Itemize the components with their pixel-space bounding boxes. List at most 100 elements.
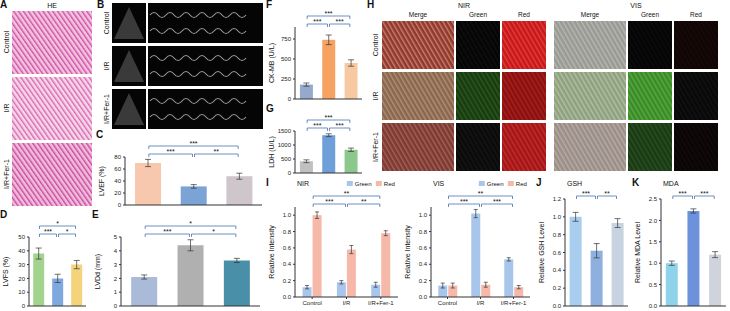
svg-text:0.8: 0.8	[419, 229, 428, 235]
svg-text:**: **	[361, 198, 367, 205]
svg-text:B: B	[97, 0, 104, 10]
svg-text:LVDd (mm): LVDd (mm)	[94, 254, 102, 289]
svg-text:G: G	[266, 103, 274, 114]
svg-text:I/R: I/R	[3, 104, 10, 113]
svg-text:I/R: I/R	[343, 300, 351, 306]
svg-text:2.5: 2.5	[649, 196, 658, 202]
svg-text:LDH (U/L): LDH (U/L)	[268, 136, 276, 168]
svg-text:0.4: 0.4	[553, 267, 562, 273]
svg-text:Green: Green	[469, 11, 487, 18]
svg-text:I/R+Fer-1: I/R+Fer-1	[3, 159, 10, 189]
svg-text:Control: Control	[103, 11, 110, 34]
svg-text:80: 80	[114, 154, 121, 160]
svg-text:H: H	[367, 0, 374, 10]
svg-text:I/R: I/R	[372, 92, 379, 101]
svg-text:***: ***	[679, 190, 687, 197]
svg-text:***: ***	[700, 190, 708, 197]
svg-text:1000: 1000	[278, 142, 292, 148]
svg-text:250: 250	[281, 76, 292, 82]
svg-text:1.0: 1.0	[419, 212, 428, 218]
svg-text:0.6: 0.6	[419, 245, 428, 251]
svg-text:***: ***	[189, 140, 197, 147]
svg-text:3: 3	[114, 262, 118, 268]
svg-text:Merge: Merge	[409, 11, 428, 19]
svg-text:2.0: 2.0	[649, 218, 658, 224]
svg-text:I/R+Fer-1: I/R+Fer-1	[372, 132, 379, 162]
svg-text:C: C	[96, 129, 103, 140]
svg-text:Green: Green	[355, 181, 372, 187]
svg-text:NIR: NIR	[297, 180, 309, 187]
svg-text:***: ***	[313, 122, 321, 129]
svg-text:Red: Red	[690, 11, 702, 18]
svg-text:1.0: 1.0	[649, 260, 658, 266]
svg-text:*: *	[56, 220, 59, 227]
svg-text:F: F	[266, 0, 272, 10]
svg-text:J: J	[536, 177, 542, 188]
svg-text:0.4: 0.4	[419, 261, 428, 267]
svg-text:**: **	[604, 190, 610, 197]
svg-text:30: 30	[18, 262, 25, 268]
svg-text:2: 2	[114, 276, 118, 282]
svg-text:D: D	[0, 209, 7, 220]
svg-text:LVEF (%): LVEF (%)	[98, 166, 106, 196]
svg-text:I: I	[266, 177, 269, 188]
svg-text:Relative Intensity: Relative Intensity	[404, 225, 412, 279]
svg-text:Control: Control	[438, 300, 457, 306]
svg-text:40: 40	[114, 178, 121, 184]
svg-text:0.2: 0.2	[553, 285, 562, 291]
svg-text:20: 20	[114, 190, 121, 196]
svg-text:40: 40	[18, 248, 25, 254]
svg-text:A: A	[0, 0, 7, 10]
svg-text:K: K	[632, 177, 640, 188]
svg-text:20: 20	[18, 276, 25, 282]
svg-text:0.5: 0.5	[649, 282, 658, 288]
svg-text:***: ***	[460, 198, 468, 205]
svg-text:*: *	[189, 220, 192, 227]
svg-text:60: 60	[114, 166, 121, 172]
svg-text:E: E	[92, 209, 99, 220]
svg-text:10: 10	[18, 289, 25, 295]
svg-text:**: **	[478, 190, 484, 197]
svg-text:**: **	[344, 190, 350, 197]
svg-text:I/R+Fer-1: I/R+Fer-1	[501, 300, 527, 306]
svg-text:0.0: 0.0	[553, 303, 562, 309]
svg-text:Relative MDA Level: Relative MDA Level	[634, 222, 641, 284]
svg-text:MDA: MDA	[663, 180, 679, 187]
svg-text:**: **	[214, 148, 220, 155]
svg-text:***: ***	[493, 198, 501, 205]
svg-text:***: ***	[324, 114, 332, 121]
svg-text:HE: HE	[47, 2, 57, 9]
svg-text:***: ***	[313, 18, 321, 25]
svg-text:0.2: 0.2	[283, 278, 292, 284]
svg-text:0: 0	[118, 202, 122, 208]
svg-text:50: 50	[18, 234, 25, 240]
svg-text:*: *	[66, 228, 69, 235]
svg-text:GSH: GSH	[567, 180, 582, 187]
svg-text:***: ***	[167, 148, 175, 155]
svg-text:Red: Red	[384, 181, 395, 187]
svg-text:1.2: 1.2	[553, 196, 562, 202]
svg-text:1500: 1500	[278, 128, 292, 134]
svg-text:Merge: Merge	[581, 11, 600, 19]
svg-text:0.0: 0.0	[419, 294, 428, 300]
svg-text:1.0: 1.0	[283, 212, 292, 218]
svg-text:NIR: NIR	[458, 2, 470, 9]
svg-text:I/R+Fer-1: I/R+Fer-1	[103, 94, 110, 124]
svg-text:4: 4	[114, 248, 118, 254]
svg-text:0.6: 0.6	[283, 245, 292, 251]
svg-text:0.0: 0.0	[649, 303, 658, 309]
svg-text:0: 0	[114, 303, 118, 309]
svg-text:***: ***	[325, 198, 333, 205]
svg-text:500: 500	[281, 56, 292, 62]
svg-text:VIS: VIS	[433, 180, 445, 187]
svg-text:0.4: 0.4	[283, 261, 292, 267]
svg-text:0.0: 0.0	[283, 294, 292, 300]
svg-text:Green: Green	[487, 181, 504, 187]
svg-text:0.2: 0.2	[419, 278, 428, 284]
svg-text:0.8: 0.8	[553, 232, 562, 238]
svg-text:Red: Red	[518, 11, 530, 18]
svg-text:***: ***	[582, 190, 590, 197]
svg-text:***: ***	[163, 228, 171, 235]
svg-text:I/R: I/R	[103, 62, 110, 71]
svg-text:1.5: 1.5	[649, 239, 658, 245]
